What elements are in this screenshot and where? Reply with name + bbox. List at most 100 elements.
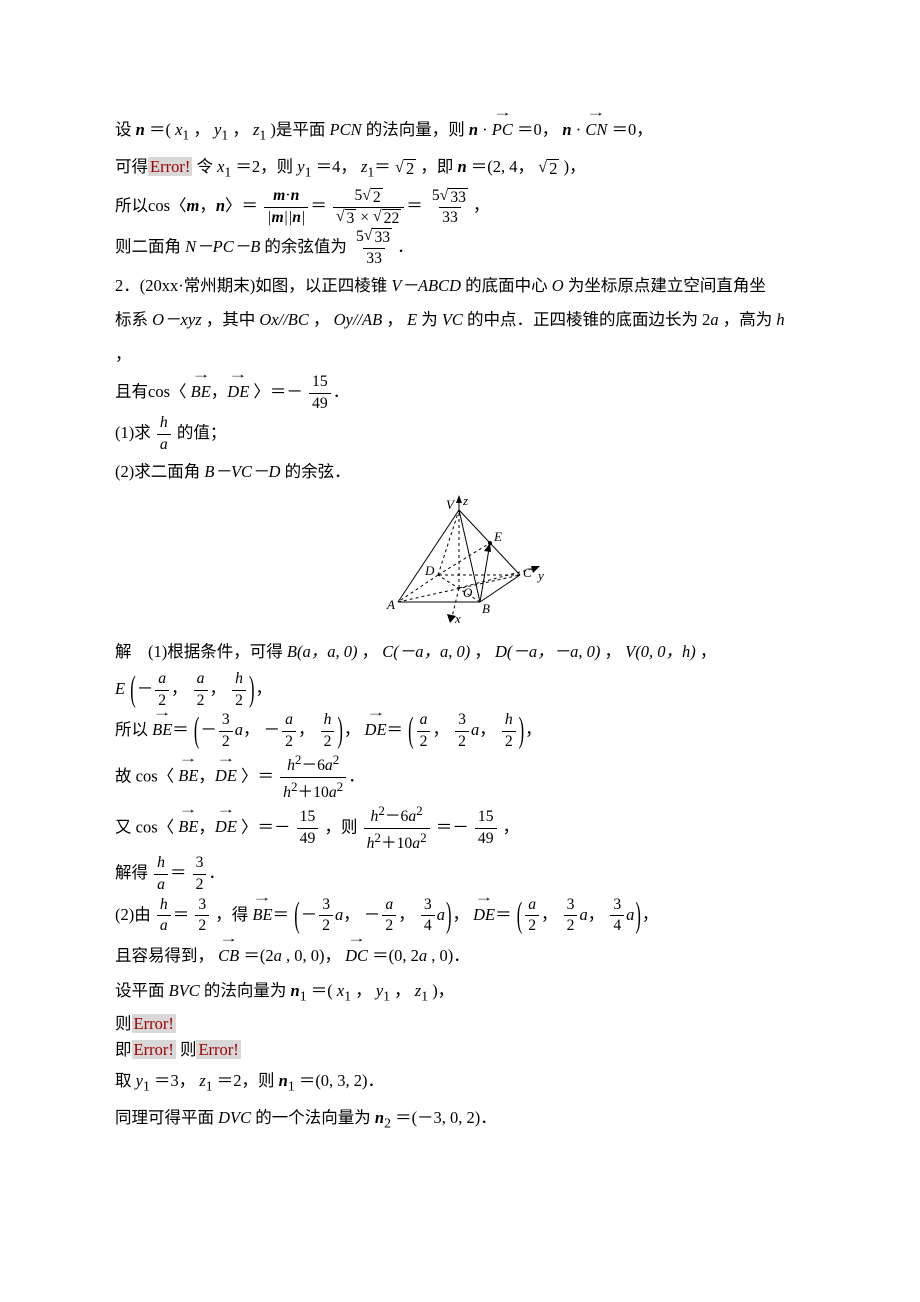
- text: 则: [115, 1014, 132, 1033]
- text: ，: [503, 817, 520, 836]
- paragraph: 2．(20xx·常州期末)如图，以正四棱锥 V－ABCD 的底面中心 O 为坐标…: [115, 269, 805, 304]
- error-badge: Error!: [196, 1040, 240, 1059]
- paragraph: 所以cos〈m，n〉＝ m·n |m||n| ＝ 5√2 √3 × √22 ＝ …: [115, 187, 805, 228]
- var: O: [552, 276, 564, 295]
- var-n: n: [457, 157, 466, 176]
- vec-BE: →BE: [191, 372, 211, 410]
- paragraph: (1)求 h a 的值；: [115, 414, 805, 455]
- text: ＝2，则: [235, 157, 293, 176]
- text: ，: [193, 120, 210, 139]
- text: ＝(2, 4，: [471, 157, 534, 176]
- var: V－ABCD: [391, 276, 461, 295]
- frac: h a: [157, 414, 171, 455]
- text: )是平面: [270, 120, 325, 139]
- svg-text:y: y: [536, 568, 544, 583]
- var: VC: [442, 310, 463, 329]
- text: 故 cos〈: [115, 766, 174, 785]
- text: ＝3，: [154, 1071, 195, 1090]
- text: 的中点．正四棱锥的底面边长为 2: [467, 310, 710, 329]
- sub: 1: [259, 127, 266, 142]
- var: E: [115, 679, 125, 698]
- svg-text:z: z: [462, 495, 468, 508]
- sub: 1: [224, 164, 231, 179]
- text: ＝(2: [243, 946, 273, 965]
- text: ＝(: [311, 981, 333, 1000]
- var: PCN: [330, 120, 362, 139]
- text: 的法向量为: [204, 981, 287, 1000]
- text: ＝(: [149, 120, 171, 139]
- var: Ox: [259, 310, 278, 329]
- text: ，高为: [723, 310, 773, 329]
- text: 且有cos〈: [115, 382, 187, 401]
- paragraph: 解得 ha＝ 32．: [115, 854, 805, 895]
- vec-CN: →CN: [585, 110, 607, 148]
- text: 设平面: [115, 981, 165, 1000]
- text: 即: [115, 1040, 132, 1059]
- frac: 15 49: [309, 373, 331, 414]
- paragraph: 则二面角 N－PC－B 的余弦值为 5√33 33 ．: [115, 228, 805, 269]
- error-badge: Error!: [132, 1040, 176, 1059]
- sqrt: √2: [395, 159, 416, 178]
- paragraph: 可得Error! 令 x1 ＝2，则 y1 ＝4， z1＝ √2 ，即 n ＝(…: [115, 150, 805, 187]
- text: 的一个法向量为: [255, 1108, 371, 1127]
- text: ＝(0, 2: [372, 946, 419, 965]
- text: 的余弦．: [285, 462, 351, 481]
- text: ，: [313, 310, 330, 329]
- text: ＝0，: [517, 120, 558, 139]
- vec-DE: →DE: [227, 372, 249, 410]
- text: ，: [605, 642, 622, 661]
- svg-text:x: x: [454, 611, 461, 625]
- paragraph: 且有cos〈 →BE，→DE 〉＝－ 15 49 ．: [115, 372, 805, 414]
- text: 则二面角: [115, 237, 181, 256]
- sub: 1: [182, 127, 189, 142]
- text: 〉＝－: [253, 382, 303, 401]
- text: 为坐标原点建立空间直角坐: [568, 276, 766, 295]
- text: 为: [421, 310, 438, 329]
- dot: ·: [482, 120, 488, 139]
- text: 的底面中心: [465, 276, 548, 295]
- paragraph: 同理可得平面 DVC 的一个法向量为 n2 ＝(－3, 0, 2)．: [115, 1101, 805, 1138]
- text: 同理可得平面: [115, 1108, 214, 1127]
- text: ，: [355, 981, 372, 1000]
- dot: ·: [576, 120, 582, 139]
- paragraph: 故 cos〈 →BE，→DE 〉＝ h2－6a2 h2＋10a2 ．: [115, 752, 805, 803]
- frac: 5√33 33: [353, 228, 395, 269]
- text: ＝0，: [611, 120, 652, 139]
- paragraph: 取 y1 ＝3， z1 ＝2，则 n1 ＝(0, 3, 2)．: [115, 1064, 805, 1101]
- text: 〉＝－: [241, 817, 291, 836]
- text: (2)由: [115, 905, 151, 924]
- text: )，: [432, 981, 454, 1000]
- frac: 5√2 √3 × √22: [333, 187, 404, 228]
- svg-text:D: D: [424, 563, 435, 578]
- paragraph: (2)求二面角 B－VC－D 的余弦．: [115, 455, 805, 490]
- pyramid-figure: V z E C y B x O A D: [115, 495, 805, 625]
- text: ，即: [420, 157, 453, 176]
- var: E: [407, 310, 417, 329]
- var: B－VC－D: [204, 462, 280, 481]
- sqrt: √2: [538, 159, 559, 178]
- var-n: n: [136, 120, 145, 139]
- text: ，: [700, 642, 717, 661]
- text: ，其中: [206, 310, 256, 329]
- text: 解 (1)根据条件，可得: [115, 642, 283, 661]
- text: ＝(0, 3, 2)．: [299, 1071, 384, 1090]
- var: N－PC－B: [185, 237, 260, 256]
- text: 设: [115, 120, 132, 139]
- paragraph: 则Error!: [115, 1011, 805, 1037]
- paragraph: 所以 →BE＝ (－32a， －a2， h2)， →DE＝ (a2， 32a， …: [115, 710, 805, 752]
- text: 可得: [115, 157, 148, 176]
- text: ，: [394, 981, 411, 1000]
- svg-text:O: O: [463, 585, 473, 600]
- text: ＝2，则: [217, 1071, 275, 1090]
- sub: 1: [305, 164, 312, 179]
- text: ，: [362, 642, 379, 661]
- paragraph: 标系 O－xyz ，其中 Ox//BC ， Oy//AB ， E 为 VC 的中…: [115, 303, 805, 372]
- paragraph: 解 (1)根据条件，可得 B(a，a, 0) ， C(－a，a, 0) ， D(…: [115, 635, 805, 670]
- text: 的法向量，则: [366, 120, 465, 139]
- text: ，: [474, 642, 491, 661]
- svg-text:V: V: [446, 497, 456, 512]
- text: )，: [564, 157, 586, 176]
- text: 〉＝: [225, 196, 258, 215]
- document-page: 设 n ＝( x1 ， y1 ， z1 )是平面 PCN 的法向量，则 n · …: [0, 0, 920, 1302]
- text: 则: [180, 1040, 197, 1059]
